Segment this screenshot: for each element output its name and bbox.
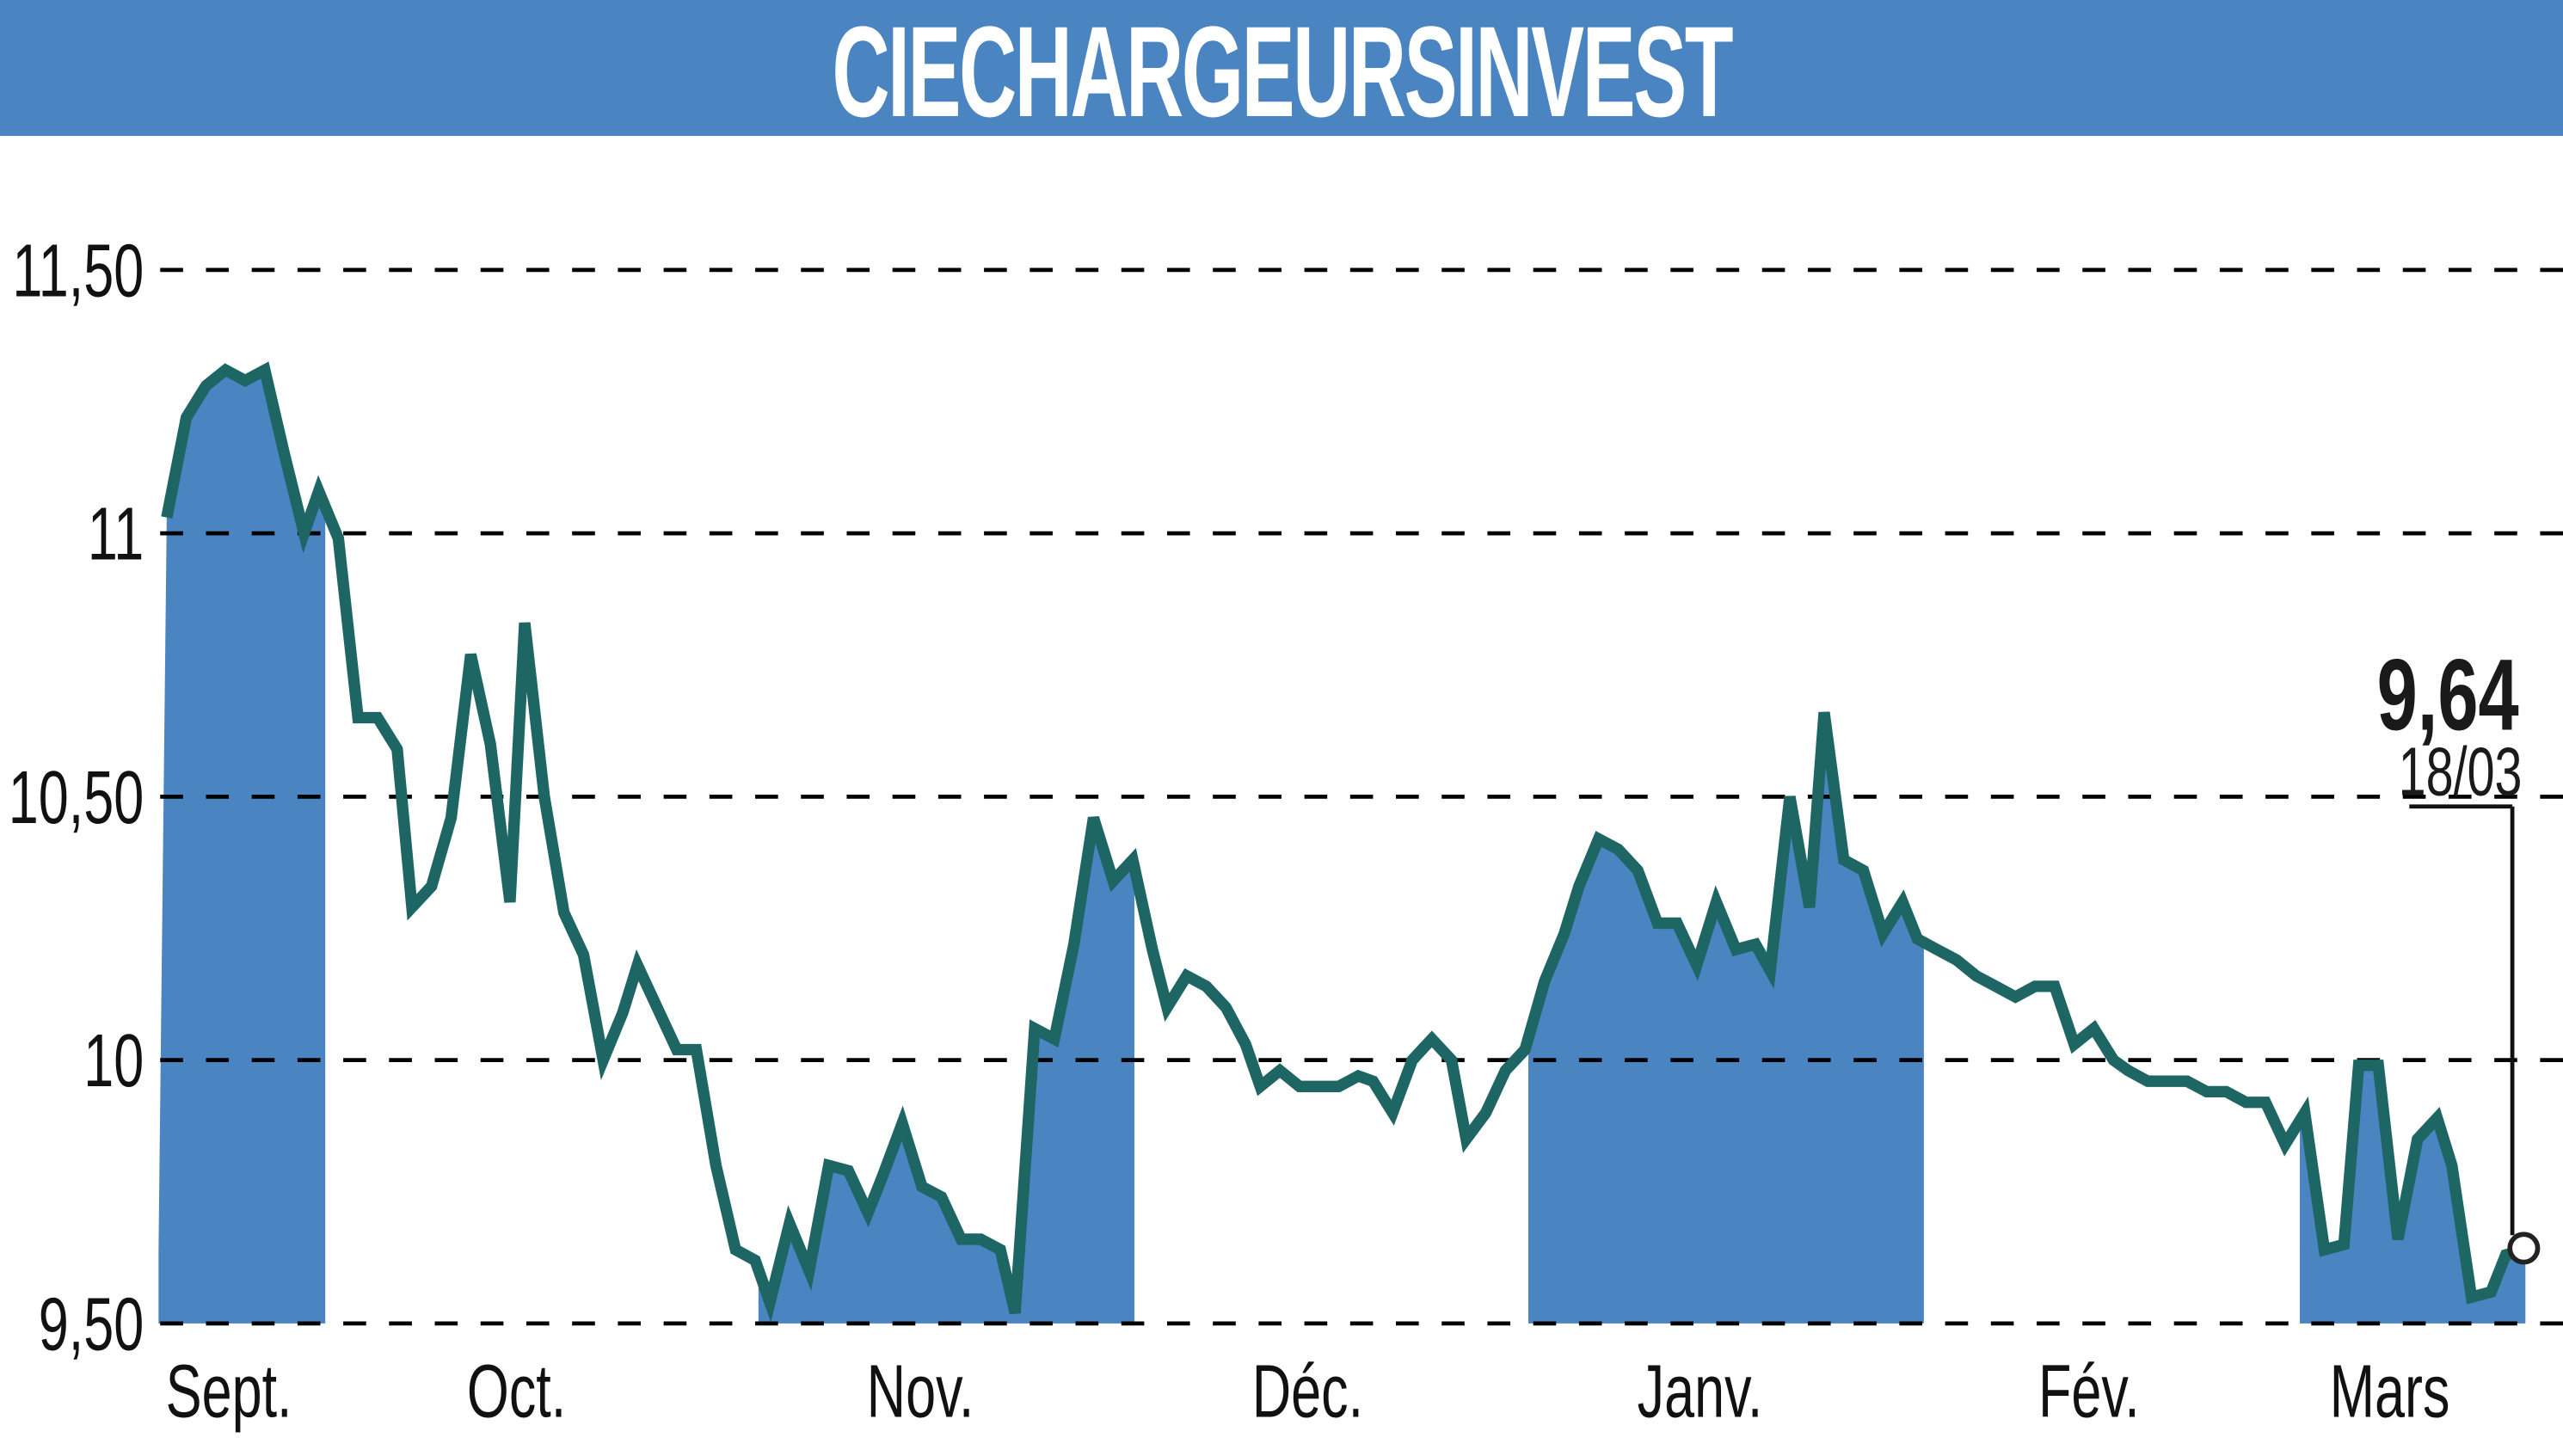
shaded-area (758, 817, 1134, 1324)
gridlines (160, 267, 2563, 1326)
title-bar: CIECHARGEURSINVEST (0, 0, 2563, 136)
last-value: 9,64 (2377, 638, 2519, 752)
last-point-marker (2507, 1232, 2541, 1265)
x-tick-label: Fév. (2038, 1349, 2140, 1434)
last-date: 18/03 (2399, 733, 2523, 810)
x-tick-label: Oct. (467, 1349, 566, 1434)
y-axis-labels: 9,50 10 10,50 11 11,50 (9, 229, 144, 1367)
y-tick-label: 10,50 (9, 756, 144, 840)
last-value-annotation: 9,64 18/03 (2377, 638, 2541, 1265)
chart-title: CIECHARGEURSINVEST (832, 0, 1733, 144)
x-tick-label: Sept. (166, 1349, 292, 1434)
x-tick-label: Nov. (867, 1349, 974, 1434)
shaded-area (158, 370, 326, 1324)
x-tick-label: Déc. (1252, 1349, 1363, 1434)
x-tick-label: Janv. (1638, 1349, 1763, 1434)
price-line (161, 361, 2528, 1323)
y-tick-label: 11,50 (12, 229, 144, 313)
x-axis-labels: Sept. Oct. Nov. Déc. Janv. Fév. Mars (166, 1349, 2450, 1434)
y-tick-label: 11 (88, 493, 144, 577)
x-tick-label: Mars (2330, 1349, 2450, 1434)
shaded-area (1527, 712, 1924, 1324)
y-tick-label: 10 (83, 1019, 144, 1103)
y-tick-label: 9,50 (39, 1282, 144, 1367)
